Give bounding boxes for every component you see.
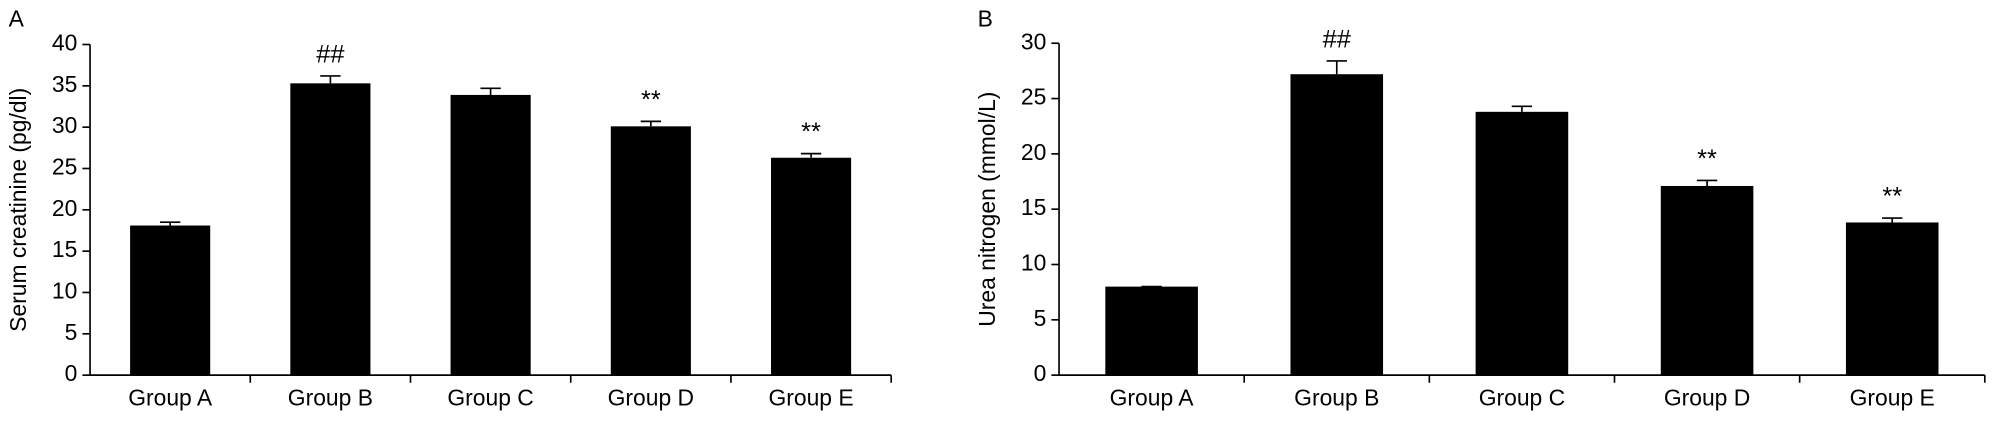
error-bar [1511,105,1533,112]
error-bar [1696,179,1718,186]
y-tick-label: 15 [52,236,77,262]
y-tick-label: 20 [1021,139,1046,165]
y-tick-label: 0 [1034,360,1047,386]
significance-marker: ## [316,40,345,68]
y-tick-label: 35 [52,71,77,97]
bar [450,94,531,376]
x-tick-label: Group E [768,384,853,410]
x-tick-label: Group B [1294,384,1379,410]
x-tick-label: Group C [447,384,533,410]
error-bar [320,75,341,84]
y-tick-label: 10 [1021,250,1046,276]
bar [1290,74,1384,376]
y-axis-label: Serum creatinine (pg/dl) [5,88,31,332]
x-tick-label: Group D [608,384,694,410]
y-tick-label: 30 [1021,28,1046,54]
bar [1105,286,1198,376]
error-bar [159,221,181,226]
bar [1475,111,1569,376]
y-tick-label: 10 [52,278,77,304]
y-tick-label: 25 [1021,84,1046,110]
y-tick-label: 25 [52,154,77,180]
x-tick-label: Group A [128,384,213,410]
error-bar [480,87,501,95]
y-tick-label: 30 [52,112,77,138]
x-tick-label: Group E [1850,384,1935,410]
x-tick-label: Group A [1110,384,1195,410]
x-tick-label: Group B [288,384,373,410]
bar [1660,185,1754,376]
y-tick-label: 5 [65,319,78,345]
x-tick-label: Group D [1664,384,1750,410]
significance-marker: ** [801,118,821,146]
y-tick-label: 20 [52,195,77,221]
y-tick-label: 5 [1034,305,1047,331]
error-bar [640,120,662,127]
panel-label: B [978,5,993,31]
error-bar [800,152,822,158]
bar [1845,222,1939,376]
y-tick-label: 15 [1021,194,1046,220]
y-axis-label: Urea nitrogen (mmol/L) [974,92,1000,327]
significance-marker: ** [1697,145,1717,173]
panel-label: A [9,5,25,31]
bar [771,157,852,376]
x-tick-label: Group C [1479,384,1565,410]
bar [610,126,691,376]
significance-marker: ** [1882,182,1902,210]
bar [290,83,371,376]
y-tick-label: 0 [65,360,78,386]
bar [130,225,211,376]
significance-marker: ## [1323,25,1352,53]
significance-marker: ** [641,86,661,114]
error-bar [1882,217,1903,223]
error-bar [1326,60,1347,75]
y-tick-label: 40 [52,30,77,56]
